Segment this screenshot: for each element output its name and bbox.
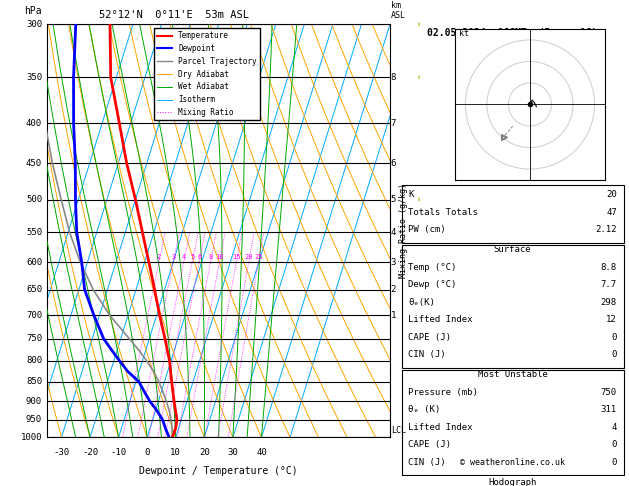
Text: 30: 30 xyxy=(228,448,238,457)
Text: 950: 950 xyxy=(26,416,42,424)
Text: 900: 900 xyxy=(26,397,42,406)
Text: CIN (J): CIN (J) xyxy=(408,350,446,359)
Text: 0: 0 xyxy=(611,333,617,342)
Text: 2.12: 2.12 xyxy=(595,225,617,234)
Text: 1: 1 xyxy=(391,311,396,319)
Text: 10: 10 xyxy=(170,448,181,457)
Text: Surface: Surface xyxy=(494,245,532,254)
Text: 52°12'N  0°11'E  53m ASL: 52°12'N 0°11'E 53m ASL xyxy=(99,10,248,20)
Text: 350: 350 xyxy=(26,73,42,82)
Text: 25: 25 xyxy=(254,254,263,260)
Text: 300: 300 xyxy=(26,20,42,29)
Text: Dewpoint / Temperature (°C): Dewpoint / Temperature (°C) xyxy=(139,467,298,476)
Text: Lifted Index: Lifted Index xyxy=(408,423,473,432)
Text: 1000: 1000 xyxy=(21,433,42,442)
Text: 8: 8 xyxy=(391,73,396,82)
Text: 500: 500 xyxy=(26,195,42,204)
Text: 8.8: 8.8 xyxy=(601,262,617,272)
Text: 5: 5 xyxy=(190,254,194,260)
Text: 0: 0 xyxy=(145,448,150,457)
Text: 2: 2 xyxy=(391,285,396,294)
Text: hPa: hPa xyxy=(25,6,42,16)
Text: Dewp (°C): Dewp (°C) xyxy=(408,280,457,289)
Text: 450: 450 xyxy=(26,159,42,168)
Text: 40: 40 xyxy=(256,448,267,457)
Text: 700: 700 xyxy=(26,311,42,319)
Text: 6: 6 xyxy=(197,254,201,260)
Text: 4: 4 xyxy=(182,254,186,260)
Text: -10: -10 xyxy=(111,448,126,457)
Text: LCL: LCL xyxy=(391,426,406,435)
Text: km
ASL: km ASL xyxy=(391,1,406,20)
Text: CAPE (J): CAPE (J) xyxy=(408,440,452,449)
Text: 7: 7 xyxy=(391,119,396,127)
Text: 3: 3 xyxy=(171,254,175,260)
Text: 0: 0 xyxy=(611,440,617,449)
Text: Temp (°C): Temp (°C) xyxy=(408,262,457,272)
Text: -30: -30 xyxy=(53,448,70,457)
Text: 6: 6 xyxy=(391,159,396,168)
Text: Hodograph: Hodograph xyxy=(489,478,537,486)
Text: 750: 750 xyxy=(601,388,617,397)
Text: 298: 298 xyxy=(601,297,617,307)
Text: Pressure (mb): Pressure (mb) xyxy=(408,388,478,397)
Text: © weatheronline.co.uk: © weatheronline.co.uk xyxy=(460,458,565,467)
Text: 20: 20 xyxy=(199,448,209,457)
Text: CIN (J): CIN (J) xyxy=(408,458,446,467)
Text: θₑ (K): θₑ (K) xyxy=(408,405,441,414)
Text: 4: 4 xyxy=(391,228,396,237)
Text: 3: 3 xyxy=(391,258,396,267)
Text: 02.05.2024  06GMT  (Base: 06): 02.05.2024 06GMT (Base: 06) xyxy=(428,29,598,38)
Text: 20: 20 xyxy=(606,190,617,199)
Text: 7.7: 7.7 xyxy=(601,280,617,289)
Text: θₑ(K): θₑ(K) xyxy=(408,297,435,307)
Text: 5: 5 xyxy=(391,195,396,204)
Text: 800: 800 xyxy=(26,356,42,365)
Text: CAPE (J): CAPE (J) xyxy=(408,333,452,342)
Text: 400: 400 xyxy=(26,119,42,127)
Legend: Temperature, Dewpoint, Parcel Trajectory, Dry Adiabat, Wet Adiabat, Isotherm, Mi: Temperature, Dewpoint, Parcel Trajectory… xyxy=(154,28,260,120)
Text: 600: 600 xyxy=(26,258,42,267)
Text: Lifted Index: Lifted Index xyxy=(408,315,473,324)
Text: -20: -20 xyxy=(82,448,98,457)
Text: 15: 15 xyxy=(232,254,240,260)
Text: 4: 4 xyxy=(611,423,617,432)
Text: 12: 12 xyxy=(606,315,617,324)
Text: 0: 0 xyxy=(611,458,617,467)
Text: Totals Totals: Totals Totals xyxy=(408,208,478,217)
Text: K: K xyxy=(408,190,414,199)
Text: Most Unstable: Most Unstable xyxy=(477,370,548,379)
Text: 550: 550 xyxy=(26,228,42,237)
Text: 650: 650 xyxy=(26,285,42,294)
Text: 47: 47 xyxy=(606,208,617,217)
Text: 750: 750 xyxy=(26,334,42,343)
Text: 0: 0 xyxy=(611,350,617,359)
Text: 20: 20 xyxy=(245,254,253,260)
Text: kt: kt xyxy=(459,29,469,37)
Text: PW (cm): PW (cm) xyxy=(408,225,446,234)
Text: 8: 8 xyxy=(208,254,213,260)
Text: Mixing Ratio (g/kg): Mixing Ratio (g/kg) xyxy=(399,183,408,278)
Text: 2: 2 xyxy=(157,254,161,260)
Text: 10: 10 xyxy=(215,254,224,260)
Text: 311: 311 xyxy=(601,405,617,414)
Text: 850: 850 xyxy=(26,377,42,386)
